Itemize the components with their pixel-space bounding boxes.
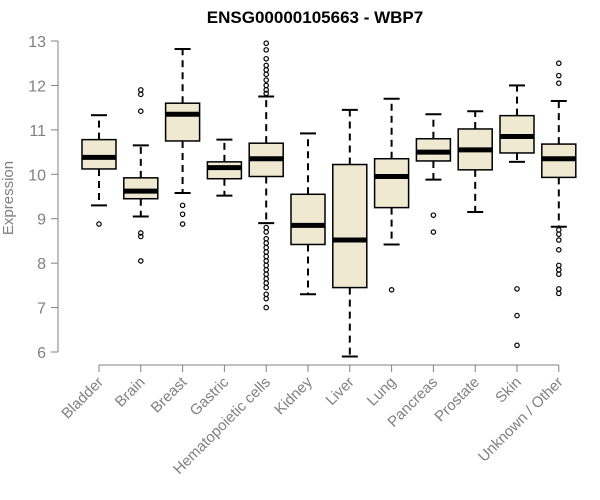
y-tick-label: 11 (29, 123, 46, 140)
outlier-point (263, 244, 270, 251)
outlier-point (263, 267, 270, 273)
box-iqr (164, 102, 201, 142)
outlier-point (263, 67, 270, 73)
y-tick-label: 10 (28, 167, 46, 184)
outlier-point (263, 90, 270, 97)
outlier-point (555, 271, 562, 278)
outlier-point (263, 224, 270, 231)
outlier-point (263, 280, 270, 286)
outlier-point (138, 230, 144, 236)
outlier-point (514, 312, 520, 319)
box-iqr (81, 138, 117, 170)
outlier-point (514, 342, 520, 349)
outlier-point (179, 202, 186, 209)
box-group (373, 97, 410, 293)
outlier-point (263, 87, 270, 93)
outlier-point (555, 80, 562, 87)
box-group (81, 114, 117, 227)
outlier-point (263, 271, 270, 278)
outlier-point (263, 284, 270, 291)
x-category-label: Kidney (271, 373, 316, 418)
outlier-point (96, 221, 102, 227)
outlier-point (263, 240, 270, 246)
x-category-label: Liver (323, 374, 358, 409)
outlier-point (555, 231, 562, 238)
outlier-point (555, 267, 562, 273)
outlier-point (138, 258, 144, 264)
outlier-point (263, 295, 270, 302)
outlier-point (138, 87, 144, 93)
outlier-point (263, 304, 270, 311)
outlier-point (263, 47, 270, 53)
box-iqr (206, 161, 243, 180)
outlier-point (263, 235, 270, 242)
outlier-point (138, 91, 144, 98)
outlier-point (263, 275, 270, 282)
x-category-label: Bladder (58, 374, 107, 423)
outlier-point (263, 40, 270, 47)
outlier-point (263, 291, 270, 298)
outlier-point (179, 211, 186, 218)
box-group (499, 84, 535, 349)
y-axis-title: Expression (0, 161, 17, 235)
box-group (457, 110, 493, 214)
outlier-point (555, 290, 562, 297)
y-tick-label: 8 (37, 256, 46, 273)
box-group (290, 132, 326, 296)
x-category-label: Prostate (431, 374, 483, 426)
outlier-point (555, 247, 562, 253)
box-group (206, 138, 243, 197)
y-tick-label: 9 (37, 212, 46, 229)
outlier-point (263, 55, 270, 62)
outlier-point (263, 82, 270, 89)
box-group (248, 40, 284, 311)
y-tick-label: 12 (28, 78, 46, 95)
outlier-point (179, 221, 186, 227)
box-iqr (373, 157, 410, 209)
x-category-label: Skin (492, 374, 525, 407)
outlier-point (430, 229, 437, 235)
outlier-point (514, 286, 520, 292)
outlier-point (388, 286, 395, 293)
box-group (415, 113, 452, 235)
box-iqr (123, 177, 159, 200)
outlier-point (263, 253, 270, 260)
outlier-point (555, 237, 562, 243)
chart-title: ENSG00000105663 - WBP7 (207, 8, 423, 27)
x-category-label: Brain (112, 374, 149, 411)
outlier-point (138, 233, 144, 240)
y-tick-label: 7 (37, 301, 46, 318)
boxes (81, 40, 577, 358)
y-tick-label: 13 (28, 34, 46, 51)
x-category-label: Lung (364, 374, 400, 410)
outlier-point (263, 229, 270, 235)
outlier-point (263, 77, 270, 83)
outlier-point (263, 71, 270, 78)
y-tick-label: 6 (37, 345, 46, 362)
box-iqr (332, 163, 368, 289)
outlier-point (263, 249, 270, 255)
outlier-point (430, 212, 437, 218)
y-ticks: 6 7 8 9 10 11 12 13 (28, 34, 58, 362)
outlier-point (138, 108, 144, 114)
outlier-point (555, 60, 562, 67)
outlier-point (555, 227, 562, 233)
outlier-point (555, 262, 562, 269)
box-group (332, 108, 368, 358)
box-group (541, 60, 577, 297)
box-group (164, 47, 201, 227)
x-category-label: Breast (148, 373, 191, 416)
outlier-point (263, 62, 270, 69)
outlier-point (263, 262, 270, 269)
box-iqr (290, 193, 326, 246)
outlier-point (263, 258, 270, 264)
outlier-point (555, 286, 562, 292)
box-group (123, 87, 159, 264)
outlier-point (555, 72, 562, 79)
